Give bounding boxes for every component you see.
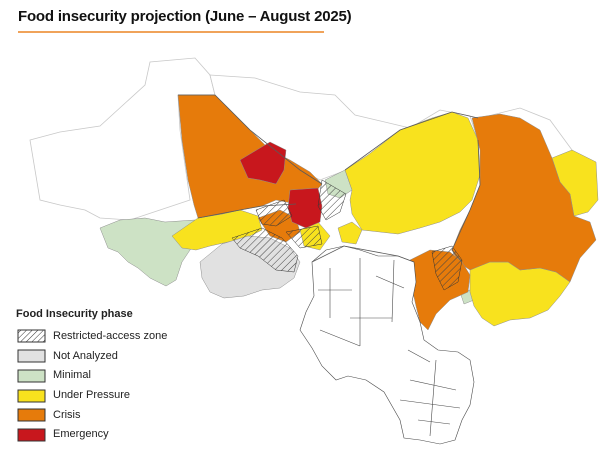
legend-label: Emergency	[53, 428, 109, 441]
legend-swatch-minimal	[17, 369, 46, 383]
legend-item-under-pressure: Under Pressure	[14, 385, 167, 405]
legend-label: Not Analyzed	[53, 349, 118, 362]
legend-swatch-not-analyzed	[17, 349, 46, 363]
title-underline	[18, 31, 324, 33]
legend-item-crisis: Crisis	[14, 405, 167, 425]
legend-item-restricted: Restricted-access zone	[14, 326, 167, 346]
legend-swatch-emergency	[17, 428, 46, 442]
legend-item-minimal: Minimal	[14, 365, 167, 385]
legend-swatch-slot	[18, 428, 45, 440]
legend-swatches	[17, 329, 46, 442]
legend-swatch-crisis	[17, 408, 46, 422]
legend-swatch-slot	[18, 350, 45, 362]
legend-label: Minimal	[53, 369, 91, 382]
phase-emergency-areas	[239, 141, 323, 229]
legend-swatch-under-pressure	[17, 389, 46, 403]
legend-swatch-slot	[18, 409, 45, 421]
legend-swatch-slot	[18, 330, 45, 342]
legend-label: Under Pressure	[53, 388, 131, 401]
legend-swatch-restricted	[17, 329, 46, 343]
legend-label: Restricted-access zone	[53, 329, 168, 342]
map-title: Food insecurity projection (June – Augus…	[18, 8, 352, 25]
country-borders	[178, 94, 481, 263]
legend-item-emergency: Emergency	[14, 424, 167, 444]
legend-label: Crisis	[53, 408, 81, 421]
legend-title: Food Insecurity phase	[16, 308, 133, 320]
legend-item-not-analyzed: Not Analyzed	[14, 346, 167, 366]
restricted-access-zones	[231, 179, 463, 291]
legend-swatch-slot	[18, 389, 45, 401]
map-legend: Food Insecurity phase Restricted-access …	[14, 308, 167, 444]
legend-swatch-slot	[18, 369, 45, 381]
